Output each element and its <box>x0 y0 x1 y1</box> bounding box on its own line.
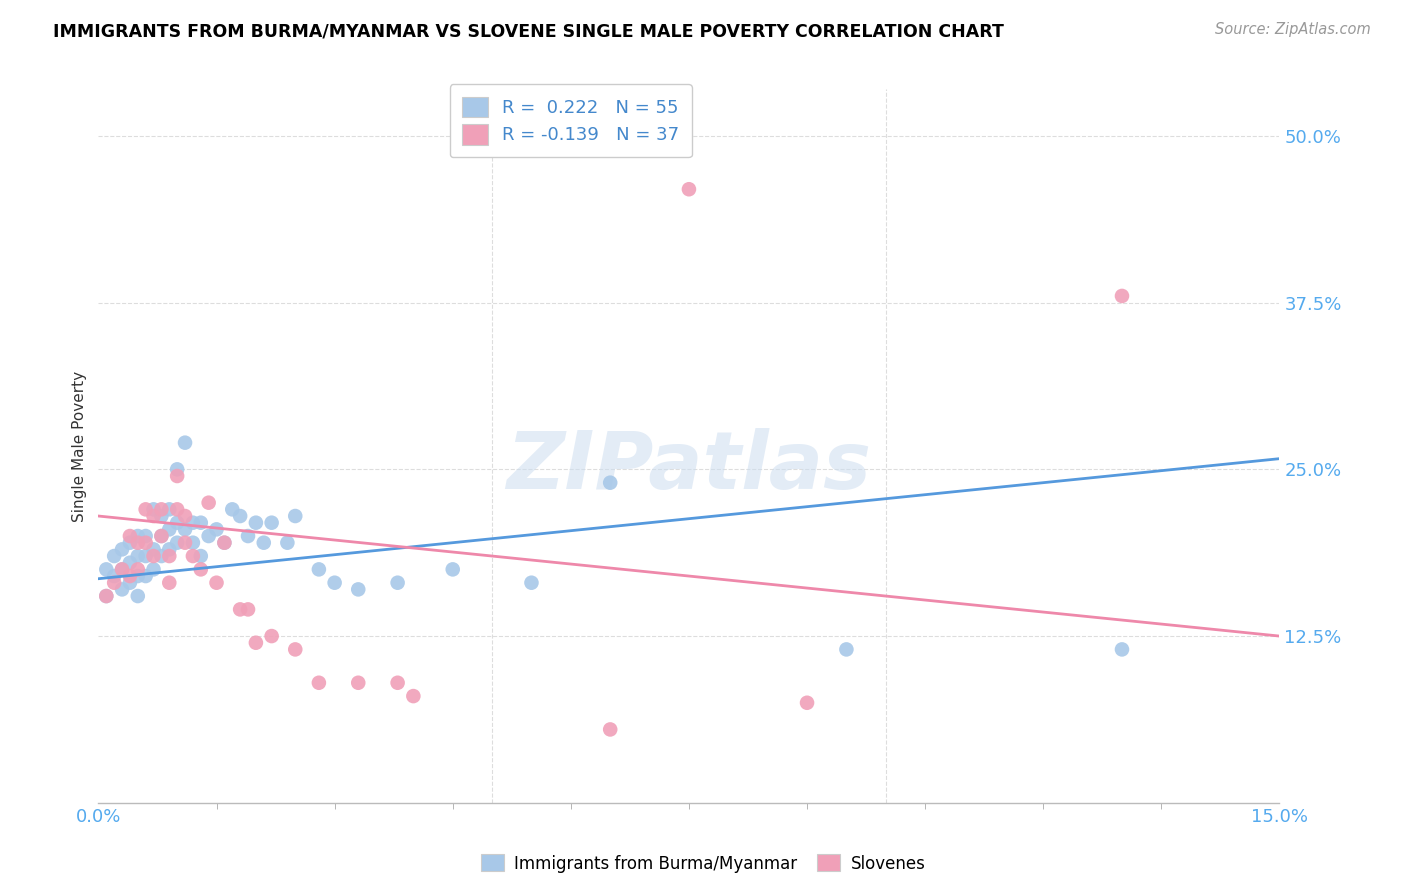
Point <box>111 562 134 576</box>
Point <box>135 535 157 549</box>
Point <box>599 475 621 490</box>
Point <box>118 569 141 583</box>
Point <box>190 549 212 563</box>
Text: ZIPatlas: ZIPatlas <box>506 428 872 507</box>
Point <box>157 502 180 516</box>
Point <box>174 522 197 536</box>
Point <box>205 575 228 590</box>
Point <box>142 509 165 524</box>
Point <box>135 569 157 583</box>
Point <box>103 549 125 563</box>
Point <box>166 535 188 549</box>
Point <box>135 502 157 516</box>
Point <box>181 516 204 530</box>
Point <box>127 562 149 576</box>
Point <box>127 535 149 549</box>
Point <box>181 535 204 549</box>
Point <box>1111 289 1133 303</box>
Legend: R =  0.222   N = 55, R = -0.139   N = 37: R = 0.222 N = 55, R = -0.139 N = 37 <box>450 84 692 157</box>
Point <box>127 529 149 543</box>
Point <box>284 509 307 524</box>
Point <box>284 642 307 657</box>
Point <box>276 535 298 549</box>
Point <box>236 602 259 616</box>
Point <box>402 689 425 703</box>
Point <box>166 516 188 530</box>
Point <box>236 529 259 543</box>
Point <box>96 589 118 603</box>
Point <box>308 562 330 576</box>
Point <box>118 575 141 590</box>
Point <box>387 675 409 690</box>
Point <box>678 182 700 196</box>
Point <box>142 542 165 557</box>
Point <box>796 696 818 710</box>
Point <box>221 502 243 516</box>
Point <box>387 575 409 590</box>
Point <box>835 642 858 657</box>
Point <box>166 462 188 476</box>
Point <box>245 636 267 650</box>
Text: IMMIGRANTS FROM BURMA/MYANMAR VS SLOVENE SINGLE MALE POVERTY CORRELATION CHART: IMMIGRANTS FROM BURMA/MYANMAR VS SLOVENE… <box>53 22 1004 40</box>
Point <box>260 516 283 530</box>
Point <box>229 509 252 524</box>
Point <box>127 549 149 563</box>
Point <box>142 502 165 516</box>
Point <box>253 535 276 549</box>
Point <box>197 529 219 543</box>
Point <box>181 549 204 563</box>
Point <box>135 549 157 563</box>
Point <box>441 562 464 576</box>
Point <box>111 582 134 597</box>
Point <box>166 469 188 483</box>
Point <box>157 542 180 557</box>
Point <box>520 575 543 590</box>
Point <box>214 535 236 549</box>
Point <box>245 516 267 530</box>
Point <box>197 496 219 510</box>
Point <box>150 509 173 524</box>
Point <box>599 723 621 737</box>
Point <box>150 502 173 516</box>
Point <box>135 529 157 543</box>
Y-axis label: Single Male Poverty: Single Male Poverty <box>72 370 87 522</box>
Point <box>205 522 228 536</box>
Point <box>150 529 173 543</box>
Point <box>174 509 197 524</box>
Point <box>111 562 134 576</box>
Legend: Immigrants from Burma/Myanmar, Slovenes: Immigrants from Burma/Myanmar, Slovenes <box>474 847 932 880</box>
Text: Source: ZipAtlas.com: Source: ZipAtlas.com <box>1215 22 1371 37</box>
Point <box>150 529 173 543</box>
Point <box>214 535 236 549</box>
Point <box>174 535 197 549</box>
Point <box>190 562 212 576</box>
Point <box>157 575 180 590</box>
Point <box>150 549 173 563</box>
Point <box>174 435 197 450</box>
Point <box>142 562 165 576</box>
Point <box>1111 642 1133 657</box>
Point <box>157 522 180 536</box>
Point <box>96 589 118 603</box>
Point <box>229 602 252 616</box>
Point <box>96 562 118 576</box>
Point <box>190 516 212 530</box>
Point <box>347 582 370 597</box>
Point <box>118 556 141 570</box>
Point <box>111 542 134 557</box>
Point <box>103 569 125 583</box>
Point <box>118 535 141 549</box>
Point <box>127 589 149 603</box>
Point <box>157 549 180 563</box>
Point <box>260 629 283 643</box>
Point <box>323 575 346 590</box>
Point <box>308 675 330 690</box>
Point <box>347 675 370 690</box>
Point <box>103 575 125 590</box>
Point <box>166 502 188 516</box>
Point <box>118 529 141 543</box>
Point <box>142 549 165 563</box>
Point <box>127 569 149 583</box>
